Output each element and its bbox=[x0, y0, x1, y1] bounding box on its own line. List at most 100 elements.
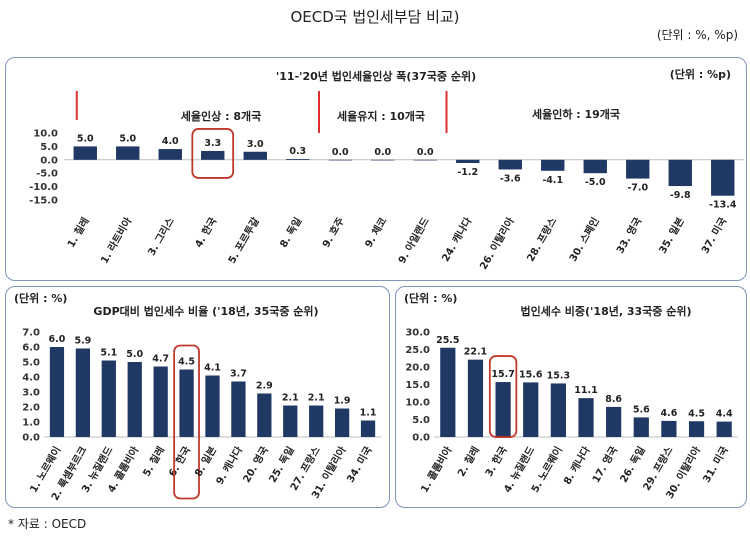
chart-title: '11-'20년 법인세율인상 폭(37국중 순위) bbox=[276, 69, 476, 83]
bar bbox=[334, 408, 350, 437]
category-label: 1. 라트비아 bbox=[98, 214, 135, 265]
bar bbox=[716, 421, 732, 437]
category-label: 30. 스페인 bbox=[566, 215, 602, 264]
data-label: 0.0 bbox=[374, 147, 391, 158]
highlight-box bbox=[191, 128, 235, 179]
y-tick-label: 20.0 bbox=[405, 363, 430, 374]
chart-title: GDP대비 법인세수 비율 ('18년, 35국중 순위) bbox=[93, 304, 318, 318]
page-title: OECD국 법인세부담 비교) bbox=[290, 8, 460, 26]
y-tick-label: 15.0 bbox=[405, 380, 430, 391]
data-label: 4.5 bbox=[178, 357, 195, 368]
bar bbox=[49, 347, 65, 437]
bar bbox=[578, 398, 594, 437]
y-tick-label: 5.0 bbox=[412, 415, 430, 426]
data-label: -5.0 bbox=[585, 177, 606, 188]
tax-rate-change-panel: '11-'20년 법인세율인상 폭(37국중 순위) (단위 : %p) 10.0 5… bbox=[5, 57, 747, 281]
category-label: 31. 미국 bbox=[700, 444, 731, 485]
data-label: -9.8 bbox=[670, 190, 691, 201]
y-tick-label: 4.0 bbox=[22, 373, 40, 384]
data-label: 3.3 bbox=[204, 138, 221, 149]
tax-share-panel: 법인세수 비중('18년, 33국중 순위) (단위 : %) 30.0 25.0 20… bbox=[395, 286, 747, 508]
bar bbox=[73, 146, 97, 160]
data-label: 4.4 bbox=[716, 409, 733, 420]
data-label: 2.1 bbox=[282, 393, 299, 404]
y-tick-label: 25.0 bbox=[405, 345, 430, 356]
bar bbox=[711, 159, 735, 196]
highlight-box bbox=[488, 355, 518, 438]
y-tick-label: 0.0 bbox=[22, 433, 40, 444]
data-label: 0.0 bbox=[417, 147, 434, 158]
y-tick-label: 7.0 bbox=[22, 328, 40, 339]
bar bbox=[309, 405, 324, 437]
y-tick-label: 5.0 bbox=[40, 142, 58, 153]
data-label: 5.0 bbox=[126, 349, 143, 360]
data-label: -1.2 bbox=[457, 167, 478, 178]
tax-share-chart: 법인세수 비중('18년, 33국중 순위) (단위 : %) 30.0 25.0 20… bbox=[404, 291, 738, 501]
data-label: -4.1 bbox=[542, 175, 563, 186]
bar bbox=[626, 159, 650, 179]
bar bbox=[283, 405, 298, 437]
category-label: 3. 한국 bbox=[483, 445, 510, 479]
category-label: 1. 콜롬비아 bbox=[418, 443, 455, 494]
category-label: 2. 칠레 bbox=[454, 444, 482, 479]
data-label: 4.5 bbox=[688, 408, 705, 419]
category-label: 3. 그리스 bbox=[145, 215, 177, 258]
source-note: * 자료 : OECD bbox=[8, 517, 87, 531]
data-label: 5.1 bbox=[100, 348, 117, 359]
category-label: 34. 미국 bbox=[344, 444, 375, 485]
y-tick-label: 10.0 bbox=[405, 398, 430, 409]
category-label: 33. 영국 bbox=[613, 215, 644, 256]
bar bbox=[75, 348, 91, 437]
data-label: 5.0 bbox=[77, 133, 94, 144]
y-tick-label: 5.0 bbox=[22, 358, 40, 369]
bar bbox=[541, 159, 565, 171]
data-label: 2.9 bbox=[256, 381, 273, 392]
y-tick-label: 30.0 bbox=[405, 328, 430, 339]
bar bbox=[456, 159, 480, 164]
data-label: 4.0 bbox=[162, 136, 179, 147]
highlight-box bbox=[173, 344, 200, 500]
y-tick-label: 2.0 bbox=[22, 403, 40, 414]
category-label: 9. 체코 bbox=[362, 215, 390, 250]
unit-label: (단위 : %p) bbox=[670, 67, 731, 81]
bar bbox=[328, 159, 352, 161]
bar bbox=[231, 381, 246, 437]
bar bbox=[158, 149, 182, 160]
bar bbox=[498, 159, 522, 170]
bar bbox=[201, 150, 225, 160]
bar bbox=[495, 382, 511, 437]
bar bbox=[661, 420, 677, 437]
category-label: 8. 캐나다 bbox=[560, 443, 593, 486]
data-label: 22.1 bbox=[464, 347, 487, 358]
data-label: 4.6 bbox=[660, 408, 677, 419]
data-label: -7.0 bbox=[627, 183, 648, 194]
bar bbox=[550, 383, 566, 437]
bar bbox=[243, 151, 267, 160]
y-tick-label: -10.0 bbox=[29, 182, 58, 193]
data-label: 5.0 bbox=[119, 133, 136, 144]
data-label: 15.7 bbox=[491, 369, 514, 380]
bar bbox=[360, 420, 376, 437]
data-label: -3.6 bbox=[500, 173, 521, 184]
gdp-ratio-panel: GDP대비 법인세수 비율 ('18년, 35국중 순위) (단위 : %) 7.0… bbox=[5, 286, 390, 508]
category-label: 1. 칠레 bbox=[64, 215, 92, 250]
category-label: 9. 호주 bbox=[319, 215, 347, 250]
bar bbox=[413, 159, 437, 161]
bar bbox=[179, 369, 194, 437]
bar bbox=[101, 360, 116, 437]
data-label: 1.1 bbox=[360, 408, 377, 419]
unit-label: (단위 : %, %p) bbox=[656, 28, 738, 42]
data-label: 5.6 bbox=[633, 404, 650, 415]
bar bbox=[371, 159, 395, 161]
data-label: 1.9 bbox=[334, 396, 351, 407]
chart-title: 법인세수 비중('18년, 33국중 순위) bbox=[520, 304, 691, 318]
group-label: 세율유지 : 10개국 bbox=[337, 109, 425, 123]
data-label: 2.1 bbox=[308, 393, 325, 404]
data-label: 8.6 bbox=[605, 394, 622, 405]
y-tick-label: 0.0 bbox=[40, 155, 58, 166]
bar bbox=[205, 375, 220, 437]
y-tick-label: 0.0 bbox=[412, 433, 430, 444]
category-label: 28. 프랑스 bbox=[525, 216, 560, 264]
bar bbox=[153, 366, 168, 437]
data-label: 15.3 bbox=[547, 370, 570, 381]
